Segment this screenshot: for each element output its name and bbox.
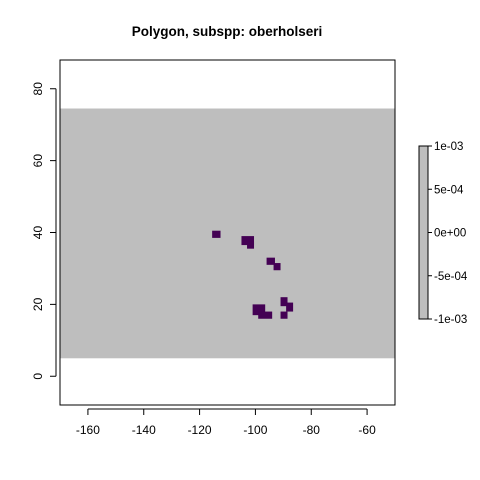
- raster-cell-4: [266, 257, 275, 265]
- chart-title: Polygon, subspp: oberholseri: [132, 24, 323, 39]
- raster-cells: [212, 230, 294, 319]
- legend-tick-label: 5e-04: [434, 184, 464, 196]
- raster-cell-8: [280, 297, 288, 307]
- x-tick-label: -160: [76, 423, 100, 437]
- raster-cell-3: [247, 241, 255, 249]
- raster-cell-1: [212, 230, 221, 238]
- x-tick-label: -100: [243, 423, 267, 437]
- legend-tick-label: 0e+00: [434, 228, 466, 240]
- raster-cell-6: [252, 304, 266, 316]
- y-axis: 0 20 40 60 80: [31, 82, 57, 380]
- y-tick-label: 0: [31, 373, 45, 380]
- legend: 1e-03 5e-04 0e+00 -5e-04 -1e-03: [418, 141, 468, 326]
- legend-tick-label: 1e-03: [434, 141, 463, 153]
- raster-cell-9: [286, 302, 294, 312]
- y-tick-label: 20: [31, 297, 45, 311]
- plot-area: [59, 59, 396, 406]
- raster-cell-2: [241, 236, 255, 246]
- raster-cell-10: [280, 311, 288, 319]
- legend-colorbar: [418, 145, 429, 320]
- y-tick-label: 60: [31, 154, 45, 168]
- y-tick-label: 40: [31, 226, 45, 240]
- legend-tick-label: -5e-04: [434, 271, 468, 283]
- raster-cell-7: [258, 311, 273, 319]
- legend-ticks: 1e-03 5e-04 0e+00 -5e-04 -1e-03: [428, 141, 468, 326]
- legend-tick-label: -1e-03: [434, 314, 467, 326]
- y-tick-label: 80: [31, 82, 45, 96]
- background-raster: [60, 108, 395, 359]
- plot-frame: [59, 59, 396, 406]
- x-tick-label: -80: [303, 423, 321, 437]
- x-tick-label: -140: [132, 423, 156, 437]
- x-tick-label: -60: [358, 423, 376, 437]
- x-axis: -160 -140 -120 -100 -80 -60: [76, 408, 376, 437]
- x-tick-label: -120: [188, 423, 212, 437]
- raster-cell-5: [273, 263, 281, 271]
